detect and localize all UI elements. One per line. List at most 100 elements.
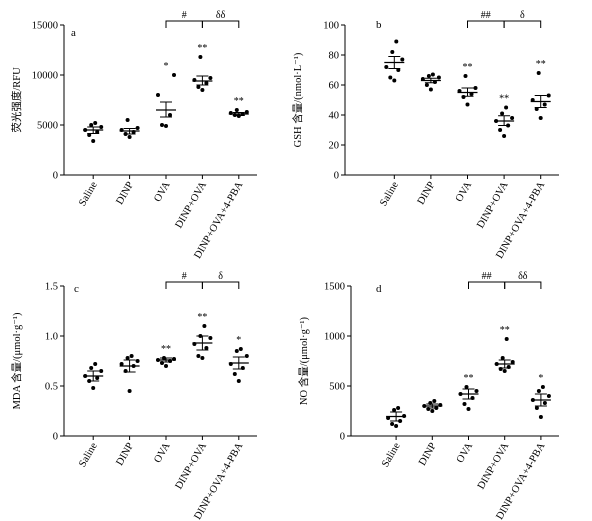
- y-tick-label: 0: [334, 171, 339, 182]
- data-point: [504, 337, 509, 341]
- data-point: [234, 349, 239, 353]
- bracket-label: δδ: [518, 271, 528, 282]
- significance-marker: **: [536, 59, 546, 70]
- y-axis-label: NO 含量/(μmol·g⁻¹): [297, 316, 310, 405]
- y-tick-label: 80: [329, 51, 340, 62]
- category-label: OVA: [152, 441, 172, 465]
- panel-letter: a: [71, 27, 76, 39]
- data-point: [392, 78, 397, 83]
- panel-d: 0 500 1000 1500 NO 含量/(μmol·g⁻¹) d Saline DINP O…: [297, 271, 559, 521]
- y-tick-label: 1000: [324, 332, 345, 343]
- significance-marker: **: [463, 62, 473, 73]
- data-point: [464, 385, 469, 389]
- data-point: [432, 399, 437, 403]
- category-label: DINP: [114, 441, 136, 468]
- data-point: [204, 81, 209, 85]
- panel-a: 0 5000 10000 15000 荧光强度/RFU a Saline DINP OVA DIN…: [10, 10, 257, 261]
- category-label: Saline: [380, 441, 403, 470]
- data-point: [388, 75, 393, 80]
- data-point: [542, 102, 547, 107]
- data-point: [400, 57, 405, 62]
- data-point: [436, 75, 441, 80]
- data-point: [172, 73, 176, 77]
- data-point: [196, 85, 201, 89]
- data-point: [390, 422, 395, 426]
- category-label: OVA: [455, 441, 475, 465]
- data-point: [546, 93, 551, 98]
- significance-marker: *: [538, 373, 543, 384]
- y-tick-label: 0: [340, 432, 345, 443]
- category-label: DINP+OVA: [475, 180, 511, 231]
- category-label: Saline: [77, 180, 100, 209]
- data-point: [384, 65, 389, 69]
- bracket-label: ##: [482, 271, 492, 282]
- data-point: [461, 95, 466, 99]
- data-point: [196, 354, 201, 358]
- y-tick-label: 0: [53, 432, 58, 443]
- data-point: [534, 406, 539, 410]
- data-point: [244, 110, 249, 114]
- data-point: [424, 83, 429, 87]
- data-point: [390, 50, 395, 54]
- data-point: [200, 356, 205, 360]
- significance-marker: *: [236, 335, 241, 346]
- bracket-label: δδ: [216, 10, 226, 21]
- data-point: [164, 364, 168, 368]
- data-point: [392, 408, 397, 412]
- data-point: [91, 386, 96, 390]
- panel-b: 0 20 40 60 80 100 GSH 含量/(nmol·L⁻¹) b Saline DINP…: [291, 10, 559, 261]
- y-tick-label: 1.0: [45, 332, 58, 343]
- data-point: [89, 366, 94, 370]
- comparison-bracket: [165, 20, 203, 28]
- data-point: [95, 376, 100, 380]
- data-point: [502, 134, 507, 138]
- data-point: [466, 407, 471, 411]
- data-point: [473, 86, 478, 90]
- category-label: Saline: [378, 180, 401, 209]
- data-point: [125, 356, 130, 360]
- category-label: DINP: [416, 180, 438, 207]
- significance-marker: **: [499, 94, 509, 105]
- data-point: [504, 105, 509, 110]
- data-point: [462, 402, 467, 406]
- data-point: [135, 126, 140, 130]
- y-tick-label: 40: [329, 111, 340, 122]
- data-point: [536, 71, 541, 75]
- y-tick-label: 10000: [32, 71, 58, 82]
- y-tick-label: 0: [53, 171, 58, 182]
- y-axis-label: MDA 含量/(μmol·g⁻¹): [10, 312, 23, 409]
- data-point: [510, 360, 515, 364]
- data-point: [164, 124, 168, 128]
- data-point: [538, 116, 543, 120]
- y-tick-label: 500: [329, 382, 345, 393]
- data-point: [394, 424, 399, 428]
- y-tick-label: 20: [329, 141, 340, 152]
- comparison-bracket: [201, 281, 240, 289]
- y-tick-label: 1.5: [45, 282, 58, 293]
- data-point: [91, 139, 96, 143]
- data-point: [500, 356, 505, 360]
- bracket-label: #: [182, 10, 187, 21]
- panel-c: 0 0.5 1.0 1.5 MDA 含量/(μmol·g⁻¹) c Saline DINP OV…: [10, 271, 257, 521]
- data-point: [125, 118, 130, 122]
- comparison-bracket: [201, 20, 240, 28]
- bracket-label: δ: [520, 10, 525, 21]
- data-point: [536, 389, 541, 393]
- panel-letter: b: [376, 19, 382, 31]
- data-point: [474, 389, 479, 393]
- data-point: [129, 354, 134, 358]
- y-axis-label: GSH 含量/(nmol·L⁻¹): [291, 52, 304, 147]
- significance-marker: *: [164, 61, 169, 72]
- data-point: [426, 74, 431, 78]
- y-tick-label: 60: [329, 81, 340, 92]
- comparison-bracket: [467, 20, 505, 28]
- y-tick-label: 15000: [32, 21, 58, 32]
- data-point: [430, 72, 435, 77]
- category-label: DINP: [114, 180, 136, 207]
- category-label: Saline: [77, 441, 100, 470]
- comparison-bracket: [468, 281, 506, 289]
- data-point: [202, 324, 207, 328]
- data-point: [93, 121, 98, 125]
- significance-marker: **: [161, 344, 171, 355]
